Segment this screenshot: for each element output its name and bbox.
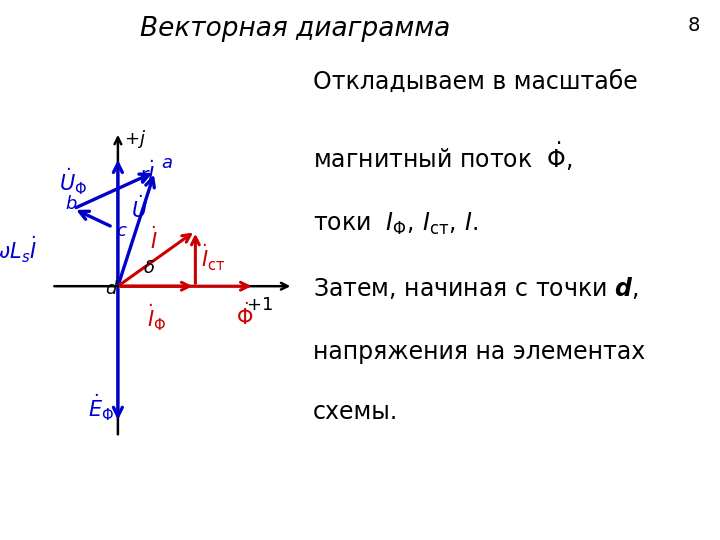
Text: $a$: $a$ [161, 154, 173, 172]
Text: $b$: $b$ [65, 195, 77, 213]
Text: напряжения на элементах: напряжения на элементах [313, 340, 645, 364]
Text: схемы.: схемы. [313, 400, 398, 423]
Text: $\dot{\Phi}$: $\dot{\Phi}$ [236, 302, 253, 329]
Text: $d$: $d$ [104, 280, 118, 298]
Text: $\dot{I}_{\mathrm{ст}}$: $\dot{I}_{\mathrm{ст}}$ [202, 243, 225, 273]
Text: 8: 8 [688, 16, 700, 35]
Text: Векторная диаграмма: Векторная диаграмма [140, 16, 450, 42]
Text: $\dot{U}$: $\dot{U}$ [131, 195, 148, 222]
Text: магнитный поток  $\dot{\Phi},$: магнитный поток $\dot{\Phi},$ [313, 140, 572, 173]
Text: $\dot{E}_\Phi$: $\dot{E}_\Phi$ [89, 393, 114, 423]
Text: $\dot{U}_\Phi$: $\dot{U}_\Phi$ [58, 166, 87, 197]
Text: $j\omega L_s \dot{I}$: $j\omega L_s \dot{I}$ [0, 234, 37, 265]
Text: $c$: $c$ [117, 222, 128, 240]
Text: токи  $I_{\Phi},\,I_{\text{ст}},\,I.$: токи $I_{\Phi},\,I_{\text{ст}},\,I.$ [313, 211, 479, 237]
Text: $\delta$: $\delta$ [143, 259, 155, 278]
Text: $+j$: $+j$ [124, 127, 146, 150]
Text: Откладываем в масштабе: Откладываем в масштабе [313, 70, 638, 94]
Text: $+1$: $+1$ [246, 296, 273, 314]
Text: $\dot{I}_\Phi$: $\dot{I}_\Phi$ [147, 302, 166, 333]
Text: $r\dot{I}$: $r\dot{I}$ [138, 160, 155, 186]
Text: Затем, начиная с точки $\boldsymbol{d}$,: Затем, начиная с точки $\boldsymbol{d}$, [313, 275, 639, 301]
Text: $\dot{I}$: $\dot{I}$ [150, 226, 157, 253]
